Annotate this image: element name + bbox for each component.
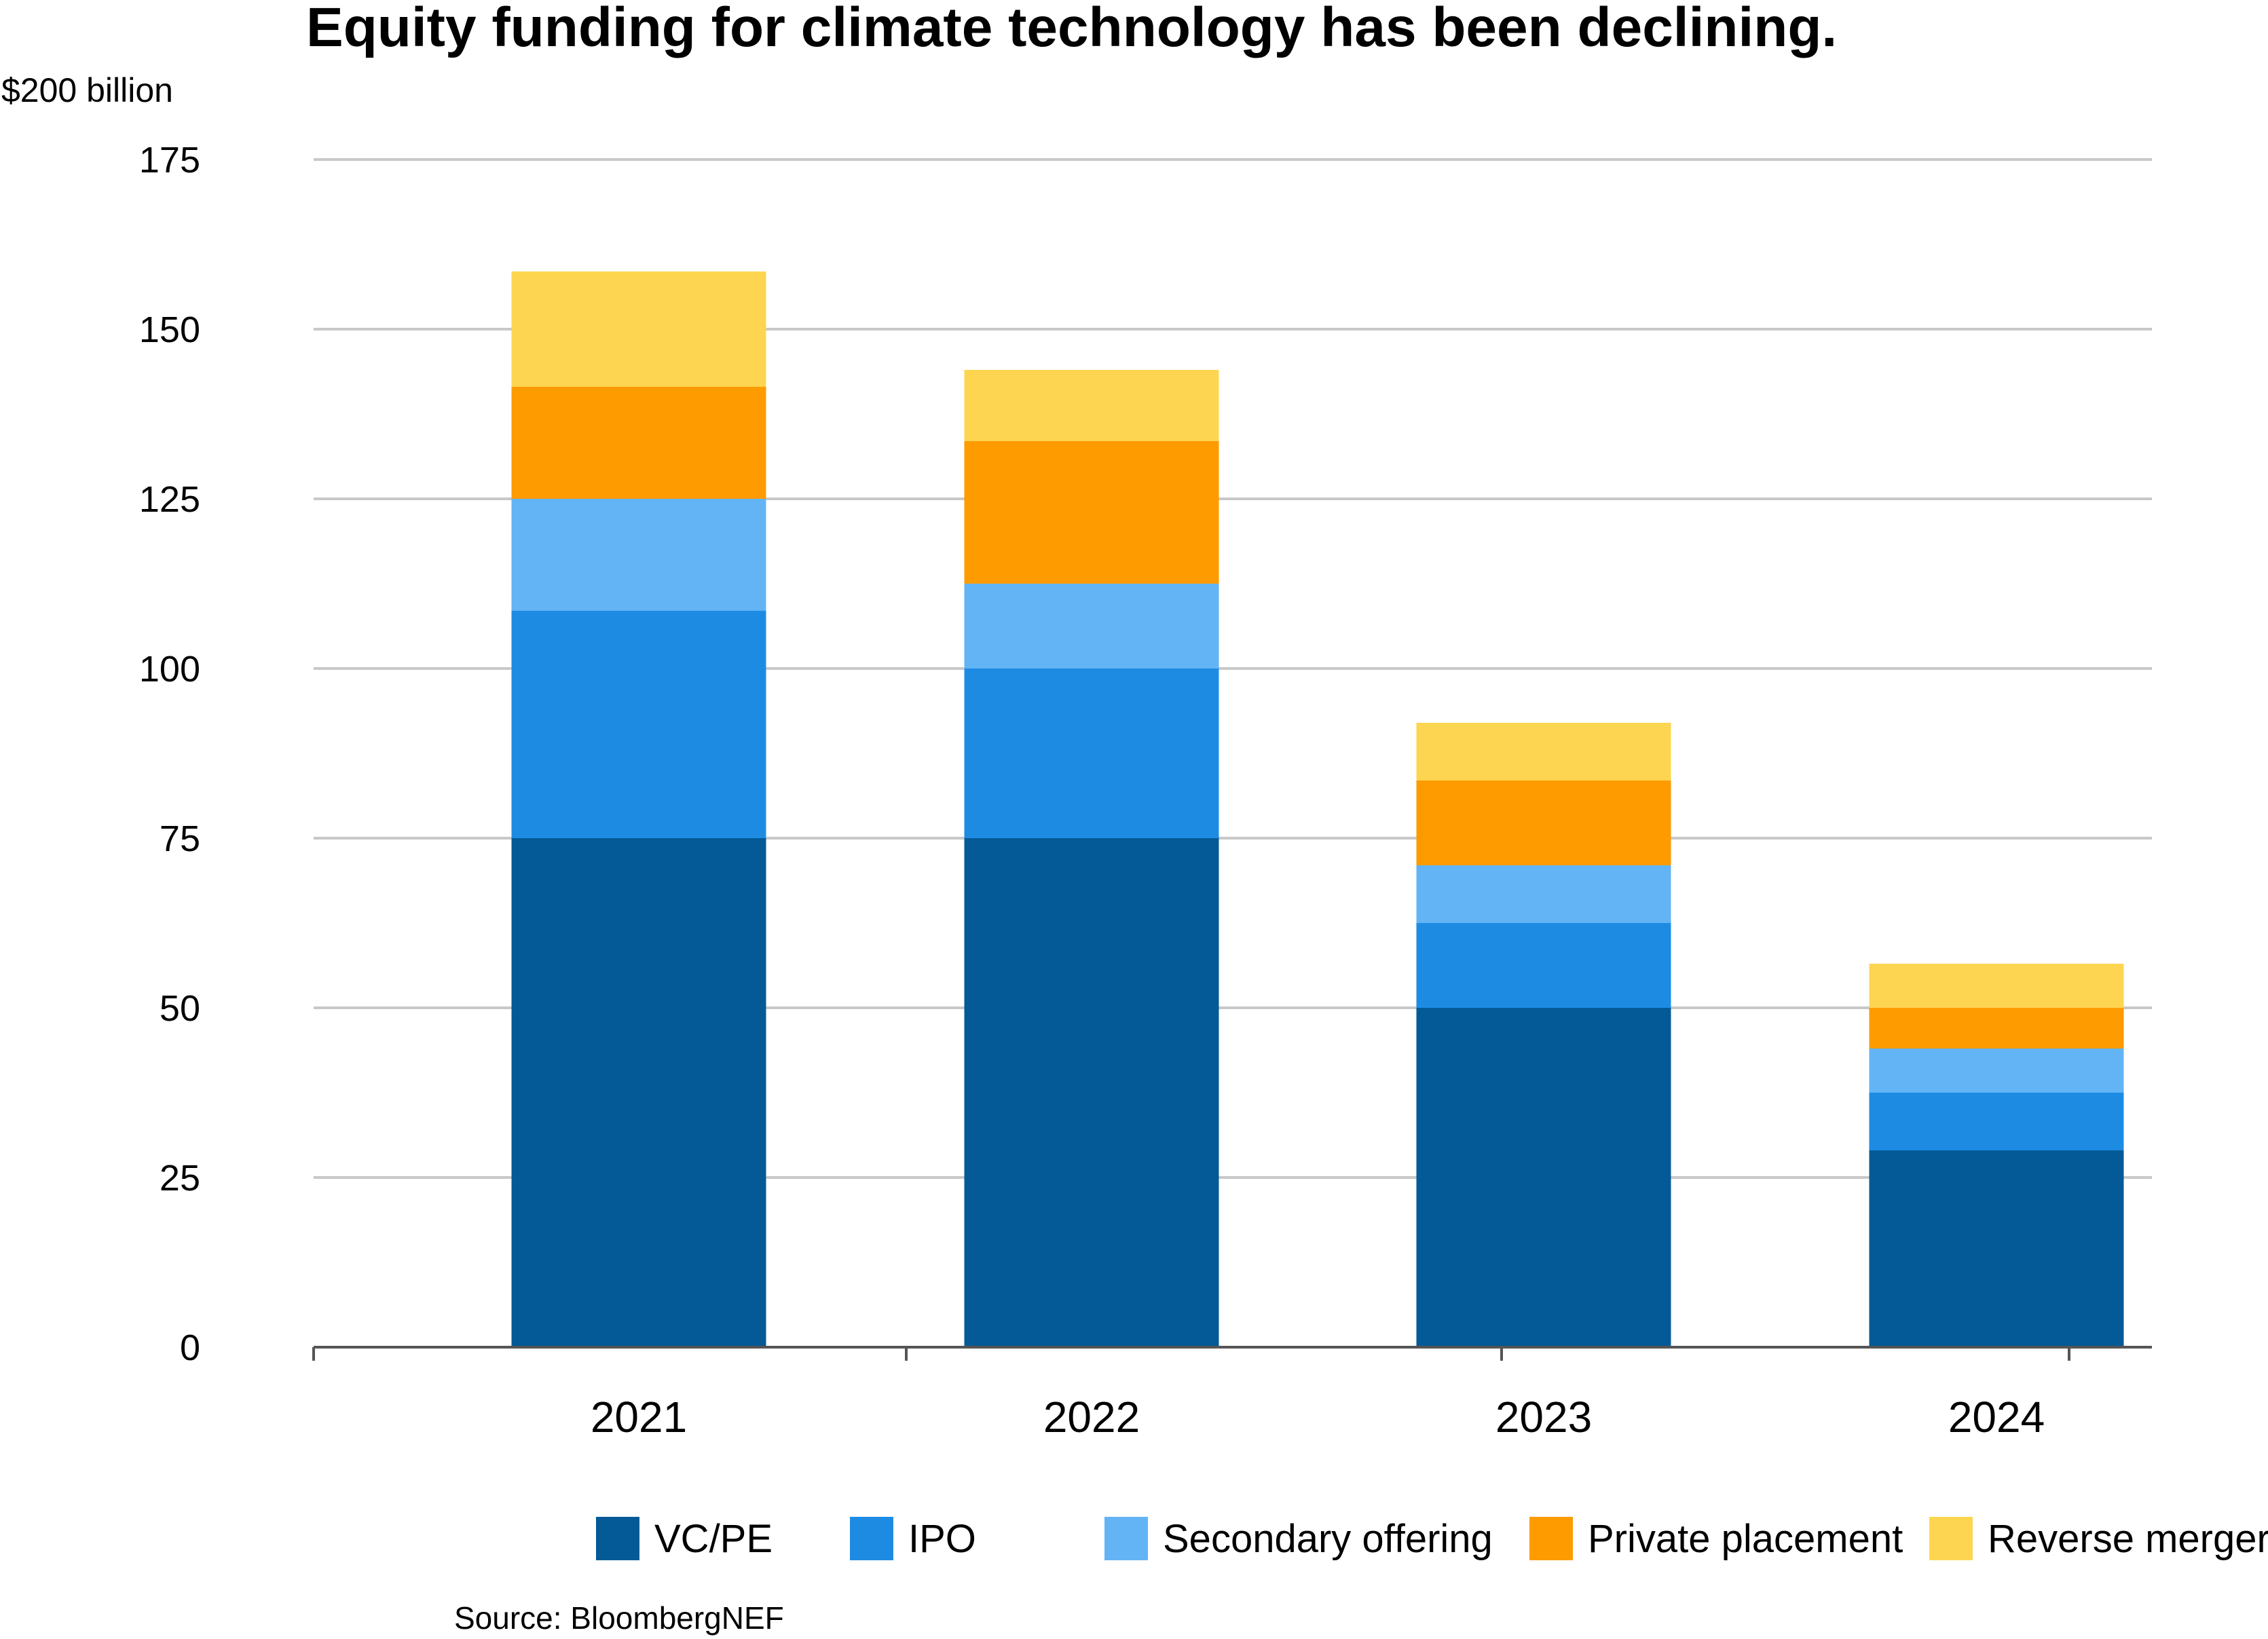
bar-2022-ipo (964, 668, 1219, 838)
x-tick-label-2022: 2022 (1043, 1393, 1140, 1442)
legend-swatch (1929, 1517, 1973, 1560)
y-axis-unit-label: $200 billion (1, 71, 173, 109)
legend-swatch (1104, 1517, 1148, 1560)
legend-item-secondary-offering: Secondary offering (1104, 1517, 1493, 1561)
x-tick-label-2023: 2023 (1495, 1393, 1592, 1442)
x-axis: 2021 2022 2023 2024 (312, 1346, 2152, 1442)
bar-stack-2023 (1416, 723, 1671, 1347)
bar-2024-reverse-merger (1869, 964, 2124, 1008)
bar-2021-private-placement (511, 387, 766, 499)
bar-2023-private-placement (1416, 780, 1671, 865)
bar-2024-vc-pe (1869, 1150, 2124, 1347)
bar-2022-private-placement (964, 441, 1219, 584)
x-tick-label-2021: 2021 (591, 1393, 687, 1442)
bar-2022-secondary-offering (964, 584, 1219, 668)
bar-2021-secondary-offering (511, 499, 766, 611)
source-note: Source: BloombergNEF (454, 1600, 784, 1636)
y-tick-label: 150 (139, 309, 200, 350)
legend-item-reverse-merger: Reverse merger (1929, 1517, 2268, 1561)
bar-2023-reverse-merger (1416, 723, 1671, 780)
bar-2023-secondary-offering (1416, 865, 1671, 923)
bar-2023-vc-pe (1416, 1008, 1671, 1347)
legend: VC/PE IPO Secondary offering Private placem… (596, 1517, 2268, 1561)
legend-swatch (596, 1517, 639, 1560)
y-tick-label: 100 (139, 649, 200, 690)
y-tick-label: 175 (139, 140, 200, 181)
legend-item-private-placement: Private placement (1529, 1517, 1903, 1561)
legend-label: Private placement (1588, 1517, 1903, 1561)
bar-stack-2022 (964, 370, 1219, 1347)
bar-2024-ipo (1869, 1093, 2124, 1150)
bar-2021-ipo (511, 611, 766, 838)
bar-stack-2024 (1869, 964, 2124, 1347)
y-tick-label: 0 (180, 1327, 200, 1368)
bar-2022-vc-pe (964, 838, 1219, 1347)
bar-2024-private-placement (1869, 1008, 2124, 1049)
chart-title: Equity funding for climate technology ha… (306, 0, 1837, 58)
bar-2021-reverse-merger (511, 271, 766, 387)
bar-stack-2021 (511, 271, 766, 1347)
bars-layer (511, 271, 2124, 1347)
bar-2024-secondary-offering (1869, 1049, 2124, 1093)
y-tick-label: 25 (160, 1158, 200, 1199)
legend-item-vc-pe: VC/PE (596, 1517, 773, 1561)
legend-label: Reverse merger (1988, 1517, 2268, 1561)
y-tick-label: 50 (160, 988, 200, 1029)
legend-label: VC/PE (654, 1517, 773, 1561)
x-tick-label-2024: 2024 (1948, 1393, 2045, 1442)
legend-label: Secondary offering (1163, 1517, 1493, 1561)
y-tick-label: 125 (139, 479, 200, 520)
legend-swatch (1529, 1517, 1573, 1560)
legend-item-ipo: IPO (850, 1517, 976, 1561)
y-tick-label: 75 (160, 818, 200, 859)
legend-swatch (850, 1517, 893, 1560)
bar-2023-ipo (1416, 923, 1671, 1008)
legend-label: IPO (908, 1517, 976, 1561)
bar-2021-vc-pe (511, 838, 766, 1347)
bar-2022-reverse-merger (964, 370, 1219, 441)
